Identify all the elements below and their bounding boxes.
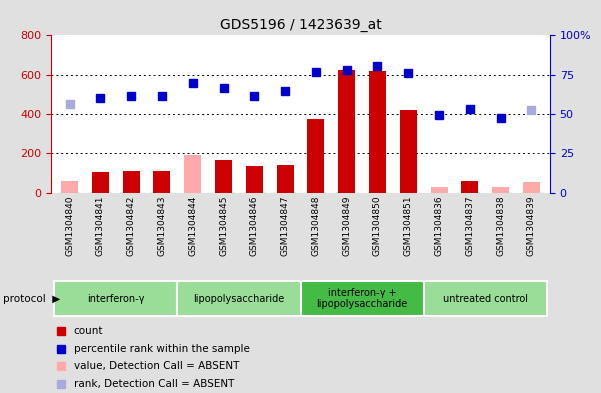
Bar — [185, 155, 201, 193]
Bar — [338, 70, 355, 193]
Text: protocol  ▶: protocol ▶ — [3, 294, 60, 304]
Bar — [430, 187, 448, 193]
Text: lipopolysaccharide: lipopolysaccharide — [194, 294, 284, 304]
FancyBboxPatch shape — [177, 281, 300, 316]
Bar — [215, 160, 232, 193]
Text: rank, Detection Call = ABSENT: rank, Detection Call = ABSENT — [73, 379, 234, 389]
Text: percentile rank within the sample: percentile rank within the sample — [73, 344, 249, 354]
Text: interferon-γ: interferon-γ — [87, 294, 144, 304]
Bar — [492, 187, 509, 193]
Bar — [246, 166, 263, 193]
Text: count: count — [73, 326, 103, 336]
Bar — [462, 181, 478, 193]
FancyBboxPatch shape — [54, 281, 177, 316]
Bar — [369, 71, 386, 193]
Bar — [308, 119, 325, 193]
FancyBboxPatch shape — [424, 281, 547, 316]
Bar — [400, 110, 416, 193]
Text: untreated control: untreated control — [443, 294, 528, 304]
Title: GDS5196 / 1423639_at: GDS5196 / 1423639_at — [219, 18, 382, 31]
Bar — [523, 182, 540, 193]
FancyBboxPatch shape — [300, 281, 424, 316]
Bar — [153, 171, 171, 193]
Text: value, Detection Call = ABSENT: value, Detection Call = ABSENT — [73, 362, 239, 371]
Text: interferon-γ +
lipopolysaccharide: interferon-γ + lipopolysaccharide — [317, 288, 407, 309]
Bar — [276, 165, 293, 193]
Bar — [123, 171, 139, 193]
Bar — [92, 172, 109, 193]
Bar — [61, 181, 78, 193]
